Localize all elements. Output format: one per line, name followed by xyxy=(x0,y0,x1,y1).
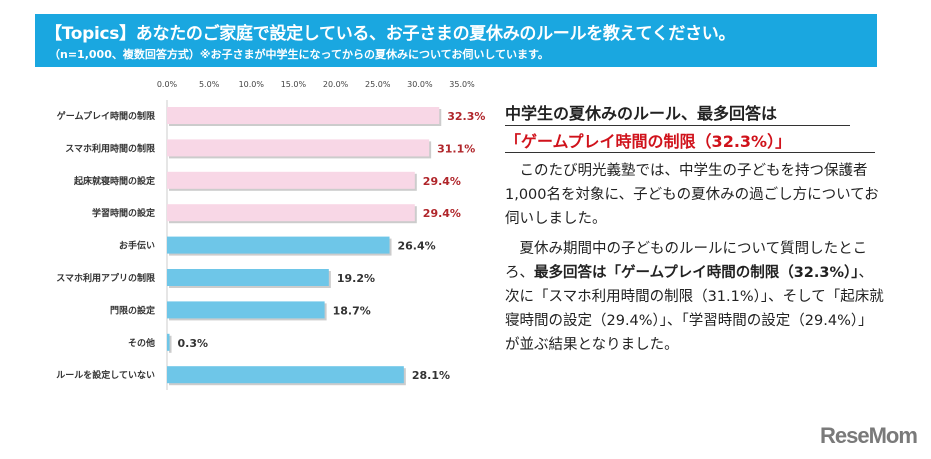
category-label: ルールを設定していない xyxy=(56,369,155,381)
bar xyxy=(167,366,404,384)
category-label: 門限の設定 xyxy=(110,304,156,316)
banner-subtitle: （n=1,000、複数回答方式）※お子さまが中学生になってからの夏休みについてお… xyxy=(49,48,549,61)
bar-shadow xyxy=(169,335,172,353)
tick-label: 5.0% xyxy=(199,80,220,89)
article-heading-highlight: 「ゲームプレイ時間の制限（32.3%）」 xyxy=(505,128,875,153)
bar xyxy=(167,171,415,189)
tick-label: 35.0% xyxy=(449,80,475,89)
value-label: 29.4% xyxy=(423,207,461,220)
value-label: 29.4% xyxy=(423,175,461,188)
tick-label: 15.0% xyxy=(281,80,307,89)
article-heading: 中学生の夏休みのルール、最多回答は xyxy=(505,100,850,126)
tick-label: 25.0% xyxy=(365,80,391,89)
article: 中学生の夏休みのルール、最多回答は 「ゲームプレイ時間の制限（32.3%）」 こ… xyxy=(505,100,885,357)
bold-text: 最多回答は「ゲームプレイ時間の制限（32.3%）」 xyxy=(534,265,859,281)
bar xyxy=(167,107,440,124)
tick-label: 0.0% xyxy=(157,80,178,89)
topic-banner: 【Topics】あなたのご家庭で設定している、お子さまの夏休みのルールを教えてく… xyxy=(35,14,877,67)
bar-chart: 0.0% 5.0% 10.0% 15.0% 20.0% 25.0% 30.0% 35.0% ゲー… xyxy=(56,80,485,390)
category-label: その他 xyxy=(128,337,155,349)
bar xyxy=(167,139,430,157)
category-label: ゲームプレイ時間の制限 xyxy=(57,110,156,122)
value-label: 32.3% xyxy=(447,110,485,123)
value-label: 28.1% xyxy=(412,369,450,382)
bar xyxy=(167,236,390,254)
article-paragraph: このたび明光義塾では、中学生の子どもを持つ保護者1,000名を対象に、子どもの夏… xyxy=(505,163,879,227)
value-label: 0.3% xyxy=(178,337,209,350)
text: 、次に「スマホ利用時間の制限（31.1%）」、そして「起床就寝時間の設定（29.… xyxy=(505,265,884,353)
category-label: 学習時間の設定 xyxy=(92,207,156,219)
tick-label: 30.0% xyxy=(407,80,433,89)
bar xyxy=(167,204,415,222)
bar xyxy=(167,301,325,319)
resemom-logo: ReseMom xyxy=(820,423,918,448)
article-paragraph: 夏休み期間中の子どものルールについて質問したところ、最多回答は「ゲームプレイ時間… xyxy=(505,237,885,357)
value-label: 19.2% xyxy=(337,272,375,285)
category-label: 起床就寝時間の設定 xyxy=(73,175,156,187)
value-label: 18.7% xyxy=(333,304,371,317)
category-label: お手伝い xyxy=(119,240,155,252)
category-label: スマホ利用アプリの制限 xyxy=(56,272,156,284)
bar xyxy=(167,269,329,286)
value-label: 26.4% xyxy=(398,240,436,253)
tick-label: 20.0% xyxy=(323,80,349,89)
banner-title: 【Topics】あなたのご家庭で設定している、お子さまの夏休みのルールを教えてく… xyxy=(45,24,736,44)
value-label: 31.1% xyxy=(437,142,475,155)
category-label: スマホ利用時間の制限 xyxy=(65,142,156,154)
text: 夏休み期間中の子どものルールについて質問したところ、 xyxy=(505,241,868,281)
bar xyxy=(167,333,170,351)
tick-label: 10.0% xyxy=(239,80,265,89)
